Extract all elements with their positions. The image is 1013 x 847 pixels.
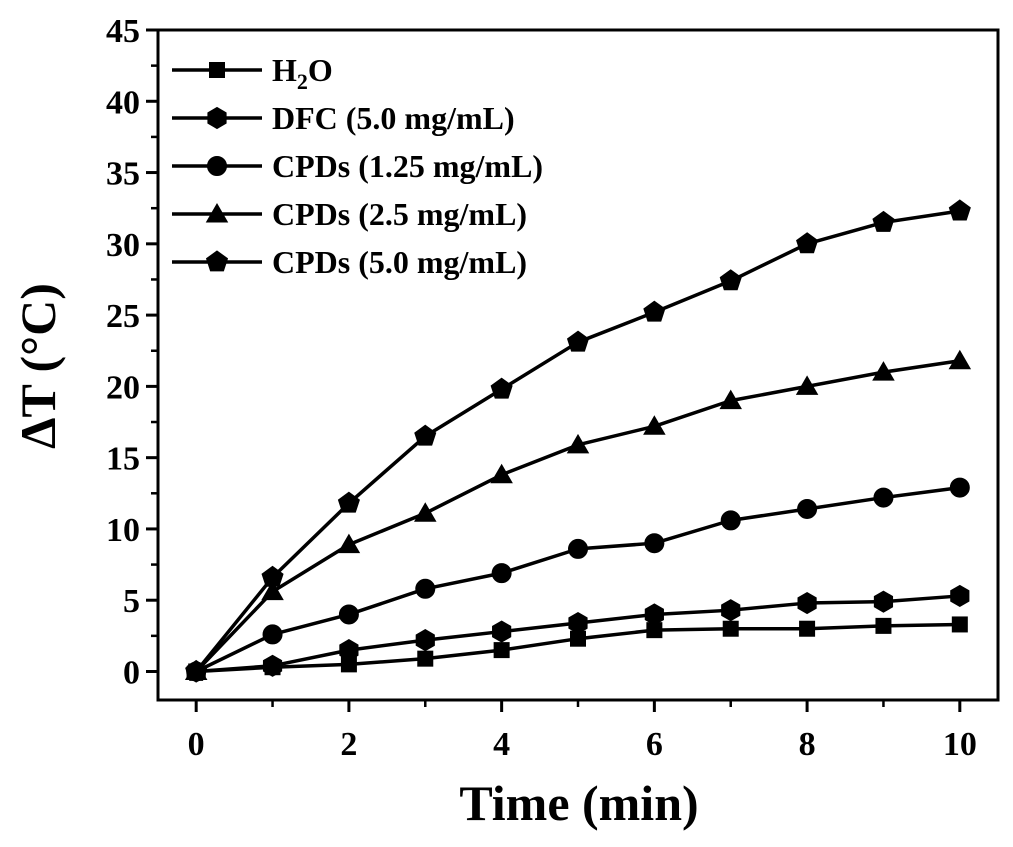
legend-label: CPDs (1.25 mg/mL) bbox=[272, 148, 543, 184]
y-tick-label: 40 bbox=[106, 84, 140, 121]
x-axis-title: Time (min) bbox=[459, 775, 698, 831]
legend-label-tail: O bbox=[308, 52, 333, 88]
legend-label: DFC (5.0 mg/mL) bbox=[272, 100, 515, 136]
y-axis-title: ΔT (°C) bbox=[10, 283, 66, 449]
x-tick-label: 6 bbox=[646, 726, 663, 763]
data-point bbox=[494, 643, 509, 658]
legend-label-subscript: 2 bbox=[297, 69, 308, 94]
x-tick-label: 2 bbox=[340, 726, 357, 763]
legend: H2O DFC (5.0 mg/mL) CPDs (1.25 mg/mL) CPDs … bbox=[172, 52, 543, 280]
data-point bbox=[568, 331, 589, 351]
legend-entry: CPDs (5.0 mg/mL) bbox=[172, 244, 527, 280]
data-point bbox=[951, 585, 969, 606]
data-point bbox=[491, 378, 512, 398]
series-3 bbox=[187, 478, 970, 681]
data-point bbox=[645, 604, 663, 625]
y-tick-label: 0 bbox=[123, 654, 140, 691]
data-point bbox=[876, 618, 891, 633]
data-point bbox=[798, 593, 816, 614]
data-point bbox=[644, 301, 665, 321]
y-tick-label: 5 bbox=[123, 583, 140, 620]
legend-entry: CPDs (1.25 mg/mL) bbox=[172, 148, 543, 184]
data-point bbox=[415, 425, 436, 445]
data-point bbox=[949, 351, 970, 369]
legend-label: H2O bbox=[272, 52, 333, 94]
legend-marker bbox=[207, 251, 228, 271]
data-point bbox=[415, 503, 436, 521]
data-point bbox=[263, 655, 281, 676]
legend-marker bbox=[208, 108, 226, 129]
data-point bbox=[797, 233, 818, 253]
legend-entry: H2O bbox=[172, 52, 333, 94]
data-point bbox=[949, 200, 970, 220]
y-tick-label: 35 bbox=[106, 156, 140, 193]
data-point bbox=[874, 591, 892, 612]
data-point bbox=[416, 579, 435, 598]
x-tick-label: 0 bbox=[188, 726, 205, 763]
data-point bbox=[723, 621, 738, 636]
data-point bbox=[569, 539, 588, 558]
data-point bbox=[952, 617, 967, 632]
data-point bbox=[339, 605, 358, 624]
legend-label-main: H bbox=[272, 52, 297, 88]
data-point bbox=[873, 211, 894, 231]
data-point bbox=[722, 600, 740, 621]
data-point bbox=[874, 488, 893, 507]
y-tick-label: 30 bbox=[106, 227, 140, 264]
legend-label: CPDs (5.0 mg/mL) bbox=[272, 244, 527, 280]
legend-marker bbox=[208, 157, 227, 176]
data-point bbox=[721, 511, 740, 530]
x-tick-label: 4 bbox=[493, 726, 510, 763]
data-point bbox=[418, 651, 433, 666]
legend-label-main: CPDs (1.25 mg/mL) bbox=[272, 148, 543, 184]
y-tick-label: 20 bbox=[106, 369, 140, 406]
data-point bbox=[569, 613, 587, 634]
data-point bbox=[798, 499, 817, 518]
data-point bbox=[950, 478, 969, 497]
data-point bbox=[340, 640, 358, 661]
data-point bbox=[492, 564, 511, 583]
data-point bbox=[645, 534, 664, 553]
legend-label: CPDs (2.5 mg/mL) bbox=[272, 196, 527, 232]
data-point bbox=[263, 625, 282, 644]
data-point bbox=[800, 621, 815, 636]
data-point bbox=[339, 535, 360, 553]
legend-entry: DFC (5.0 mg/mL) bbox=[172, 100, 515, 136]
y-tick-label: 25 bbox=[106, 298, 140, 335]
legend-label-main: CPDs (2.5 mg/mL) bbox=[272, 196, 527, 232]
y-tick-label: 15 bbox=[106, 441, 140, 478]
data-point bbox=[416, 630, 434, 651]
y-tick-label: 10 bbox=[106, 512, 140, 549]
x-tick-label: 10 bbox=[943, 726, 977, 763]
legend-label-main: CPDs (5.0 mg/mL) bbox=[272, 244, 527, 280]
data-point bbox=[720, 270, 741, 290]
legend-label-main: DFC (5.0 mg/mL) bbox=[272, 100, 515, 136]
legend-entry: CPDs (2.5 mg/mL) bbox=[172, 196, 527, 232]
legend-marker bbox=[210, 63, 225, 78]
y-tick-label: 45 bbox=[106, 13, 140, 50]
x-tick-label: 8 bbox=[799, 726, 816, 763]
data-point bbox=[493, 621, 511, 642]
